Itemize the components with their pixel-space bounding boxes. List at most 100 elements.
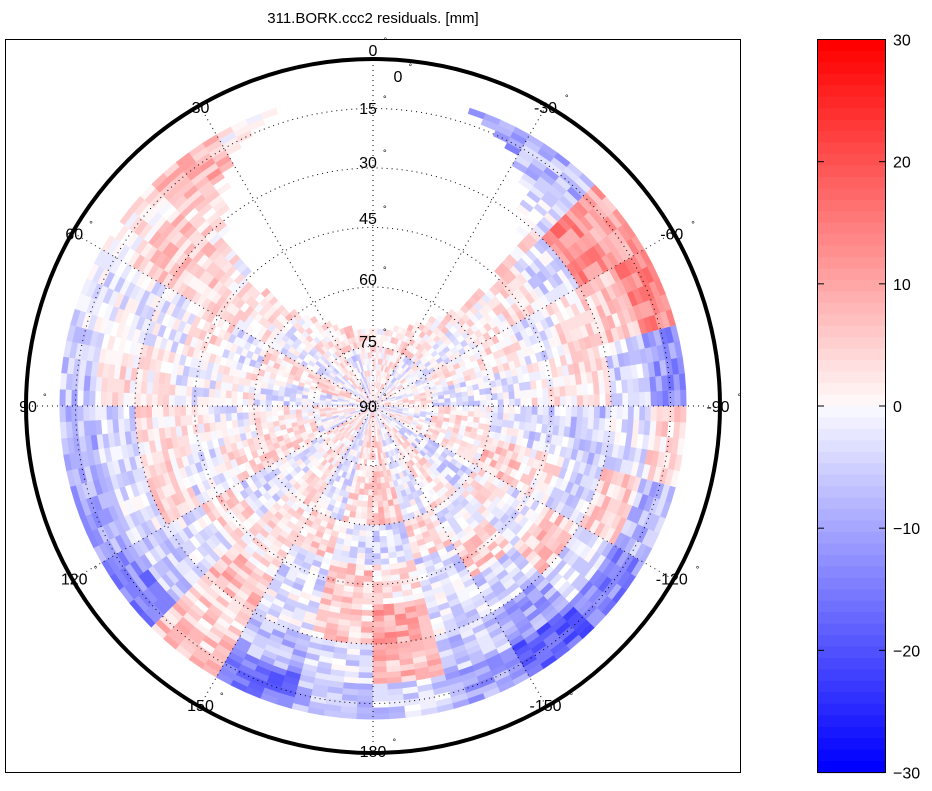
residual-cell bbox=[169, 406, 175, 417]
residual-cell bbox=[656, 391, 662, 406]
residual-cell bbox=[209, 414, 215, 423]
residual-cell bbox=[373, 627, 385, 633]
residual-cell bbox=[370, 465, 373, 471]
residual-cell bbox=[141, 382, 148, 394]
residual-cell bbox=[362, 615, 373, 621]
residual-cell bbox=[284, 401, 290, 406]
residual-cell bbox=[559, 386, 565, 396]
residual-cell bbox=[438, 402, 444, 406]
residual-cell bbox=[531, 397, 537, 406]
residual-cell bbox=[385, 631, 397, 638]
residual-cell bbox=[373, 621, 385, 627]
residual-cell bbox=[72, 406, 78, 422]
residual-cell bbox=[169, 416, 175, 427]
residual-cell bbox=[278, 411, 284, 416]
residual-cell bbox=[492, 399, 498, 406]
residual-cell bbox=[158, 417, 165, 429]
residual-cell bbox=[232, 391, 238, 399]
residual-cell bbox=[373, 701, 389, 707]
residual-cell bbox=[357, 713, 373, 719]
residual-cell bbox=[60, 406, 66, 422]
residual-cell bbox=[520, 398, 526, 406]
residual-cell bbox=[186, 415, 192, 425]
residual-cell bbox=[215, 414, 221, 423]
residual-cell bbox=[380, 547, 388, 553]
residual-cell bbox=[203, 406, 209, 415]
residual-cell bbox=[384, 615, 396, 622]
residual-cell bbox=[537, 397, 543, 406]
residual-cell bbox=[356, 564, 365, 570]
residual-cell bbox=[146, 406, 152, 418]
residual-cell bbox=[249, 412, 255, 419]
residual-cell bbox=[248, 406, 254, 413]
residual-cell bbox=[164, 417, 170, 428]
residual-cell bbox=[565, 406, 571, 416]
residual-cell bbox=[266, 400, 272, 406]
residual-cell bbox=[308, 399, 314, 403]
residual-cell bbox=[462, 396, 468, 401]
residual-cell bbox=[485, 387, 492, 394]
residual-cell bbox=[95, 391, 101, 406]
residual-cell bbox=[359, 666, 373, 672]
residual-cell bbox=[582, 406, 588, 417]
residual-cell bbox=[462, 401, 468, 406]
residual-cell bbox=[542, 415, 548, 424]
residual-cell bbox=[444, 410, 450, 414]
residual-cell bbox=[101, 392, 107, 406]
residual-cell bbox=[314, 406, 320, 409]
residual-cell bbox=[373, 683, 388, 689]
residual-cell bbox=[358, 494, 364, 501]
residual-cell bbox=[373, 593, 383, 599]
residual-cell bbox=[577, 406, 583, 417]
residual-cell bbox=[582, 417, 589, 429]
residual-cell bbox=[147, 382, 154, 394]
residual-cell bbox=[526, 406, 532, 414]
residual-cell bbox=[450, 406, 456, 410]
residual-cell bbox=[432, 409, 438, 413]
residual-cell bbox=[387, 535, 395, 542]
residual-cell bbox=[254, 406, 260, 412]
residual-cell bbox=[373, 536, 380, 542]
residual-cell bbox=[358, 695, 373, 701]
residual-cell bbox=[520, 390, 526, 398]
residual-cell bbox=[186, 406, 192, 416]
residual-cell bbox=[373, 666, 387, 672]
residual-cell bbox=[571, 406, 577, 417]
residual-cell bbox=[215, 389, 221, 398]
residual-cell bbox=[361, 638, 373, 644]
residual-cell bbox=[141, 394, 147, 406]
residual-cell bbox=[361, 627, 373, 633]
residual-cell bbox=[290, 397, 296, 402]
residual-cell bbox=[238, 385, 245, 393]
residual-cell bbox=[605, 406, 611, 418]
residual-cell bbox=[599, 406, 605, 418]
residual-cell bbox=[296, 398, 302, 402]
residual-cell bbox=[232, 420, 239, 428]
residual-cell bbox=[363, 593, 373, 599]
residual-cell bbox=[381, 564, 390, 570]
residual-cell bbox=[357, 553, 365, 559]
residual-cell bbox=[373, 695, 388, 701]
residual-cell bbox=[537, 406, 543, 415]
residual-cell bbox=[382, 586, 392, 592]
residual-cell bbox=[366, 525, 373, 531]
residual-cell bbox=[373, 465, 376, 471]
residual-cell bbox=[302, 406, 308, 410]
residual-cell bbox=[373, 644, 386, 650]
residual-cell bbox=[302, 399, 308, 403]
residual-cell bbox=[509, 406, 515, 413]
residual-cell bbox=[158, 395, 164, 406]
residual-cell bbox=[163, 395, 169, 406]
residual-cell bbox=[248, 399, 254, 406]
residual-cell bbox=[364, 570, 373, 576]
residual-cell bbox=[373, 638, 385, 644]
residual-cell bbox=[366, 465, 370, 471]
residual-cell bbox=[158, 383, 165, 395]
residual-cell bbox=[383, 592, 393, 598]
residual-cell bbox=[536, 388, 542, 397]
residual-cell bbox=[352, 603, 363, 609]
residual-cell bbox=[129, 393, 135, 406]
residual-cell bbox=[237, 399, 243, 406]
residual-cell bbox=[357, 500, 363, 507]
residual-cell bbox=[220, 414, 226, 422]
